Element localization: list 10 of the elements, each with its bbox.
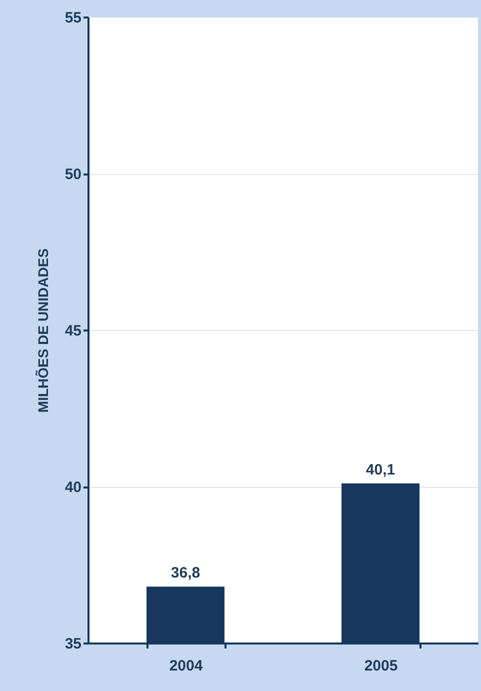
y-axis-title: MILHÕES DE UNIDADES (34, 248, 51, 413)
y-tick-label: 50 (64, 166, 82, 183)
y-tick-label: 55 (64, 10, 82, 26)
y-tick-label: 35 (64, 636, 82, 652)
x-tick-label: 2004 (169, 658, 204, 674)
y-tick-label: 40 (64, 479, 82, 496)
y-tick-label: 45 (64, 322, 82, 340)
data-label: 40,1 (366, 461, 396, 478)
x-tick-label: 2005 (364, 658, 398, 674)
data-label: 36,8 (170, 564, 200, 582)
